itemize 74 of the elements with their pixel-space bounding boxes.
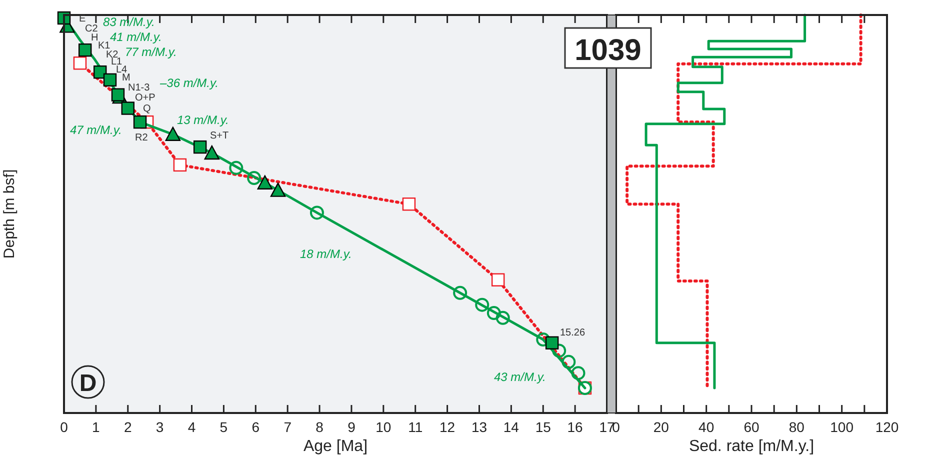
- x-tick-label: 12: [440, 419, 456, 435]
- x-tick-label: 13: [471, 419, 488, 435]
- point: [536, 332, 550, 347]
- annotation: R2: [135, 132, 148, 144]
- point: [204, 145, 220, 160]
- x-tick-label: 9: [348, 419, 356, 435]
- x-tick-label: 3: [156, 419, 164, 435]
- x-axis-title: Sed. rate [m/M.y.]: [688, 438, 814, 455]
- annotation: M: [122, 72, 130, 84]
- annotation: H: [91, 32, 98, 44]
- point: [453, 286, 468, 300]
- point: [103, 73, 117, 87]
- point: [562, 354, 576, 369]
- point: [165, 126, 181, 141]
- annotation: 47 m/M.y.: [70, 123, 122, 138]
- annotation: C2: [85, 24, 98, 35]
- annotation: 43 m/M.y.: [494, 370, 546, 384]
- point: [402, 198, 416, 211]
- point: [270, 182, 286, 197]
- x-tick-label: 7: [284, 419, 292, 435]
- annotation: 77 m/M.y.: [125, 45, 177, 60]
- x-tick-label: 20: [653, 419, 670, 435]
- x-tick-label: 6: [252, 419, 260, 435]
- annotation: Q: [143, 104, 151, 115]
- point: [73, 56, 87, 70]
- point: [545, 336, 559, 350]
- x-tick-label: 5: [220, 419, 228, 435]
- annotation: E: [79, 14, 86, 25]
- point: [173, 158, 187, 172]
- x-tick-label: 8: [316, 419, 324, 435]
- point: [133, 115, 147, 129]
- x-tick-label: 60: [744, 419, 760, 435]
- annotation: K1: [98, 40, 111, 52]
- x-tick-label: 80: [788, 419, 805, 435]
- x-tick-label: 4: [188, 419, 196, 435]
- annotation: 83 m/M.y.: [103, 15, 155, 30]
- x-tick-label: 100: [830, 419, 854, 435]
- annotation: O+P: [135, 92, 156, 104]
- annotation: 41 m/M.y.: [110, 30, 162, 44]
- x-tick-label: 2: [124, 419, 132, 435]
- point: [247, 171, 262, 186]
- point: [552, 344, 566, 358]
- point: [571, 366, 586, 380]
- point: [310, 206, 324, 220]
- annotation: 13 m/M.y.: [177, 113, 229, 128]
- annotation: S+T: [210, 130, 229, 142]
- annotation: 15.26: [560, 328, 586, 339]
- point: [491, 273, 505, 286]
- annotation: N1-3: [128, 82, 150, 94]
- x-axis-title: Age [Ma]: [303, 438, 368, 455]
- point: [78, 43, 92, 57]
- x-tick-label: 0: [60, 419, 68, 435]
- point: [475, 298, 490, 312]
- x-tick-label: 14: [503, 419, 520, 435]
- x-tick-label: 15: [535, 419, 552, 435]
- point: [229, 160, 244, 175]
- annotation: 18 m/M.y.: [300, 247, 352, 262]
- x-tick-label: 10: [376, 419, 392, 435]
- point: [257, 175, 273, 190]
- point: [193, 140, 207, 154]
- point: [496, 310, 510, 325]
- point: [486, 306, 501, 320]
- annotation: D: [79, 370, 97, 397]
- x-tick-label: 16: [567, 419, 584, 435]
- y-axis-title: Depth [m bsf]: [1, 169, 18, 259]
- x-tick-label: 120: [875, 419, 899, 435]
- point: [121, 102, 134, 115]
- annotation: –36 m/M.y.: [159, 76, 218, 90]
- point: [111, 88, 125, 102]
- annotation: L1: [111, 56, 123, 68]
- annotation: 1039: [574, 34, 642, 67]
- x-tick-label: 11: [408, 419, 423, 435]
- x-tick-label: 40: [698, 419, 714, 435]
- x-tick-label: 1: [92, 419, 100, 435]
